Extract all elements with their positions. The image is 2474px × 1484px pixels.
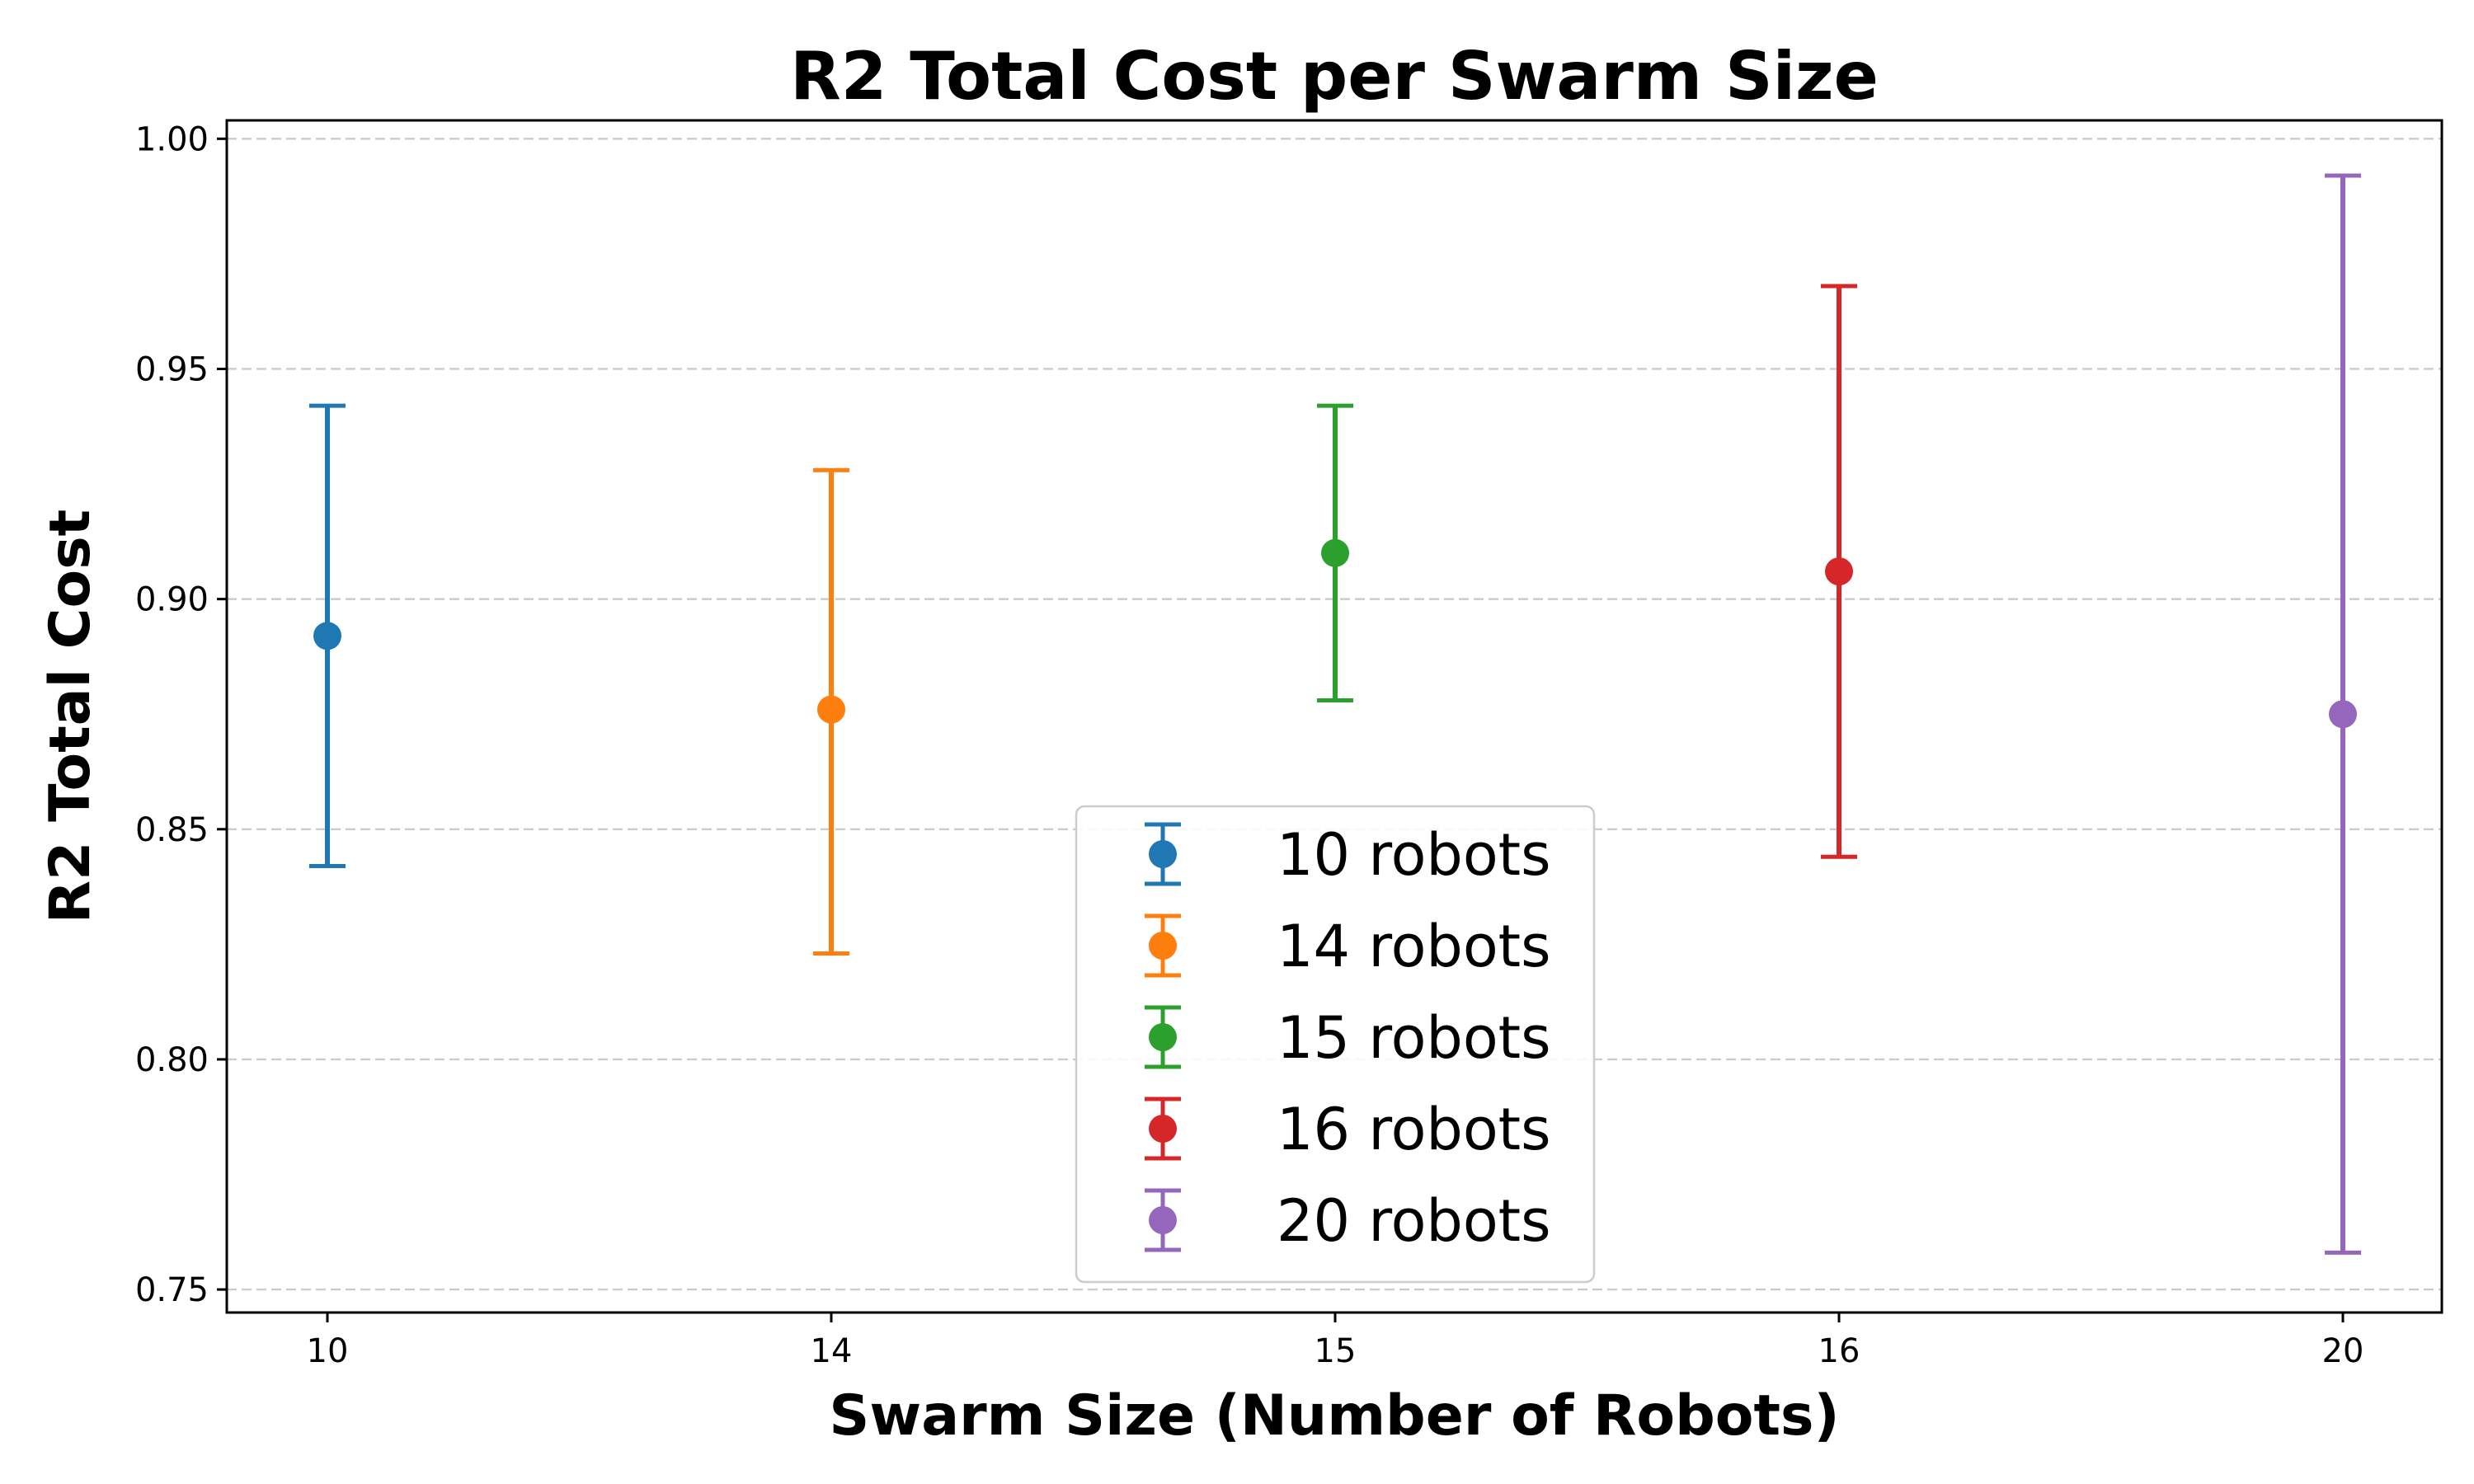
data-point [2329, 700, 2357, 729]
y-axis-label: R2 Total Cost [38, 510, 103, 923]
tick-layer: 0.75 0.80 0.85 0.90 0.95 1.00 10 14 15 16 20 [135, 120, 2364, 1370]
legend-label: 15 robots [1277, 1004, 1551, 1072]
y-tick-label: 0.95 [135, 350, 209, 388]
legend-item: 20 robots [1145, 1187, 1551, 1255]
x-tick-label: 14 [811, 1332, 853, 1370]
legend-marker [1149, 932, 1177, 960]
series-20-robots [2325, 173, 2361, 1255]
data-point [1321, 538, 1349, 567]
legend-marker [1149, 840, 1177, 868]
x-tick-label: 10 [307, 1332, 349, 1370]
series-16-robots [1821, 284, 1857, 859]
data-point [1825, 557, 1853, 586]
series-10-robots [309, 403, 346, 868]
series-15-robots [1317, 403, 1353, 702]
x-tick-label: 15 [1315, 1332, 1357, 1370]
legend-item: 16 robots [1145, 1096, 1551, 1163]
legend-label: 16 robots [1277, 1096, 1551, 1163]
legend-label: 20 robots [1277, 1187, 1551, 1255]
legend-item: 10 robots [1145, 821, 1551, 889]
legend-marker [1149, 1023, 1177, 1051]
data-point [817, 695, 845, 724]
y-tick-label: 0.90 [135, 581, 209, 619]
y-tick-label: 0.85 [135, 811, 209, 849]
chart-title: R2 Total Cost per Swarm Size [790, 38, 1879, 115]
series-14-robots [813, 467, 849, 956]
x-tick-label: 20 [2322, 1332, 2364, 1370]
y-tick-label: 0.75 [135, 1271, 209, 1309]
legend-label: 14 robots [1277, 913, 1551, 980]
legend-marker [1149, 1115, 1177, 1143]
legend-marker [1149, 1206, 1177, 1234]
legend-label: 10 robots [1277, 821, 1551, 889]
legend-item: 15 robots [1145, 1004, 1551, 1072]
legend-box [1075, 805, 1596, 1284]
data-point [313, 622, 341, 650]
data-layer [309, 173, 2361, 1255]
x-axis-label: Swarm Size (Number of Robots) [829, 1383, 1839, 1449]
x-tick-label: 16 [1818, 1332, 1860, 1370]
legend: 10 robots 14 robots 15 robots 16 robots 20 r… [1075, 805, 1596, 1284]
y-tick-label: 1.00 [135, 120, 209, 158]
y-tick-label: 0.80 [135, 1041, 209, 1079]
legend-item: 14 robots [1145, 913, 1551, 980]
